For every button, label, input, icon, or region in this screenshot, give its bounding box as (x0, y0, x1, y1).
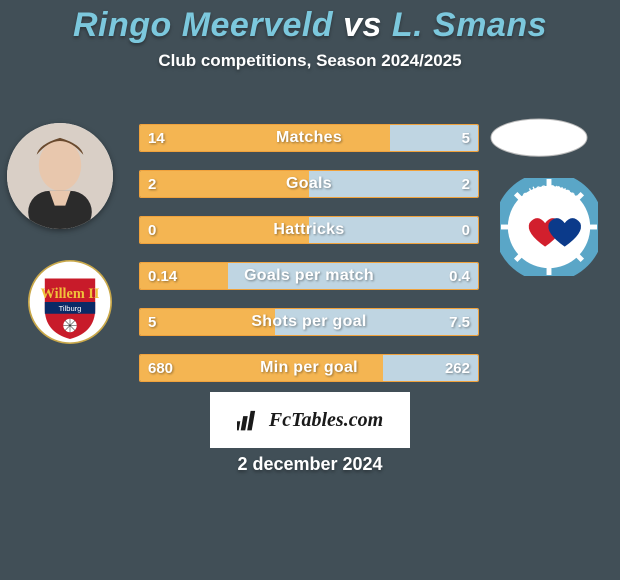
willem-ii-badge-icon: Willem II Tilburg (28, 260, 112, 344)
stat-label: Matches (140, 125, 478, 151)
stats-table: 145Matches 22Goals 00Hattricks 0.140.4Goals… (139, 124, 479, 400)
player-a-name: Ringo Meerveld (73, 6, 333, 44)
fctables-text: FcTables.com (269, 409, 383, 432)
stat-label: Goals per match (140, 263, 478, 289)
svg-text:Willem II: Willem II (41, 286, 100, 302)
stat-row: 00Hattricks (139, 216, 479, 244)
player-b-club-badge: sc Heerenveen (500, 178, 598, 276)
stat-label: Goals (140, 171, 478, 197)
stat-label: Shots per goal (140, 309, 478, 335)
vs-text: vs (343, 6, 382, 44)
stat-row: 57.5Shots per goal (139, 308, 479, 336)
report-date: 2 december 2024 (0, 454, 620, 475)
comparison-title: Ringo Meerveld vs L. Smans (0, 0, 620, 45)
stat-row: 680262Min per goal (139, 354, 479, 382)
stat-row: 22Goals (139, 170, 479, 198)
stat-row: 145Matches (139, 124, 479, 152)
player-b-avatar (490, 118, 588, 157)
heerenveen-badge-icon: sc Heerenveen (500, 178, 598, 276)
player-a-avatar (7, 123, 113, 229)
bar-chart-icon (237, 407, 263, 433)
avatar-placeholder-icon (7, 123, 113, 229)
svg-text:Tilburg: Tilburg (59, 304, 82, 313)
stat-row: 0.140.4Goals per match (139, 262, 479, 290)
subtitle: Club competitions, Season 2024/2025 (0, 51, 620, 71)
avatar-blank-icon (490, 118, 588, 157)
player-b-name: L. Smans (392, 6, 547, 44)
stat-label: Hattricks (140, 217, 478, 243)
stat-label: Min per goal (140, 355, 478, 381)
fctables-logo: FcTables.com (210, 392, 410, 448)
player-a-club-badge: Willem II Tilburg (28, 260, 112, 344)
